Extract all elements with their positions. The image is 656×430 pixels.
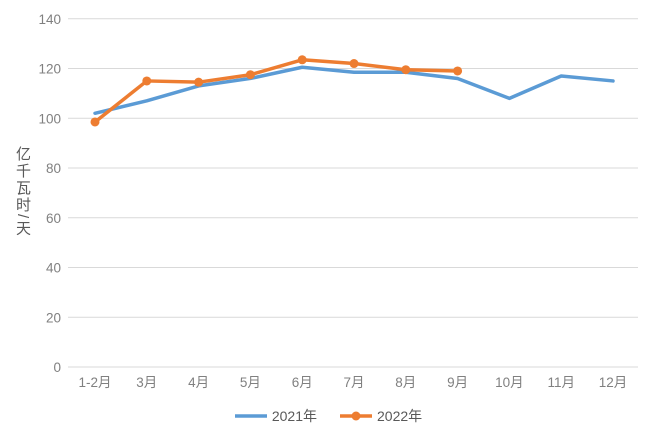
y-tick-label: 80 (46, 161, 61, 176)
x-tick-label: 11月 (547, 375, 575, 390)
y-tick-label: 60 (46, 211, 61, 226)
series-2022年-marker (90, 117, 100, 127)
x-tick-label: 10月 (495, 375, 524, 390)
legend-label-2021: 2021年 (271, 408, 317, 424)
legend-swatch-2021-line-icon (234, 414, 267, 418)
legend-item-2022[interactable]: 2022年 (339, 406, 422, 426)
series-2022年-marker (142, 76, 152, 86)
series-2021年-line (93, 65, 615, 116)
x-tick-label: 3月 (136, 375, 157, 390)
series-2022年-marker (297, 55, 307, 65)
legend-swatch-2022-line-dot-icon (340, 411, 372, 421)
x-tick-label: 4月 (188, 375, 209, 390)
x-tick-label: 8月 (395, 375, 416, 390)
legend: 2021年 2022年 (0, 406, 656, 426)
series-2022年-line (93, 58, 460, 124)
series-2022年-marker (349, 59, 359, 69)
series-2022年-marker (401, 65, 411, 75)
x-tick-label: 6月 (292, 375, 313, 390)
series-2022年-marker (245, 70, 255, 80)
series-2022年-marker (453, 66, 463, 76)
series-2022年-marker (194, 77, 204, 87)
x-tick-label: 7月 (343, 375, 364, 390)
x-tick-label: 12月 (599, 375, 628, 390)
y-tick-label: 0 (53, 360, 61, 375)
legend-label-2022: 2022年 (377, 408, 423, 424)
y-tick-label: 120 (38, 62, 61, 77)
y-tick-label: 40 (46, 261, 61, 276)
x-tick-label: 5月 (240, 375, 261, 390)
y-tick-label: 140 (38, 12, 61, 27)
y-tick-label: 20 (46, 310, 61, 325)
x-tick-label: 9月 (447, 375, 468, 390)
y-axis-title: 亿千瓦时/天 (14, 146, 31, 238)
x-tick-label: 1-2月 (78, 375, 111, 390)
legend-item-2021[interactable]: 2021年 (234, 406, 317, 426)
y-tick-label: 100 (38, 111, 61, 126)
